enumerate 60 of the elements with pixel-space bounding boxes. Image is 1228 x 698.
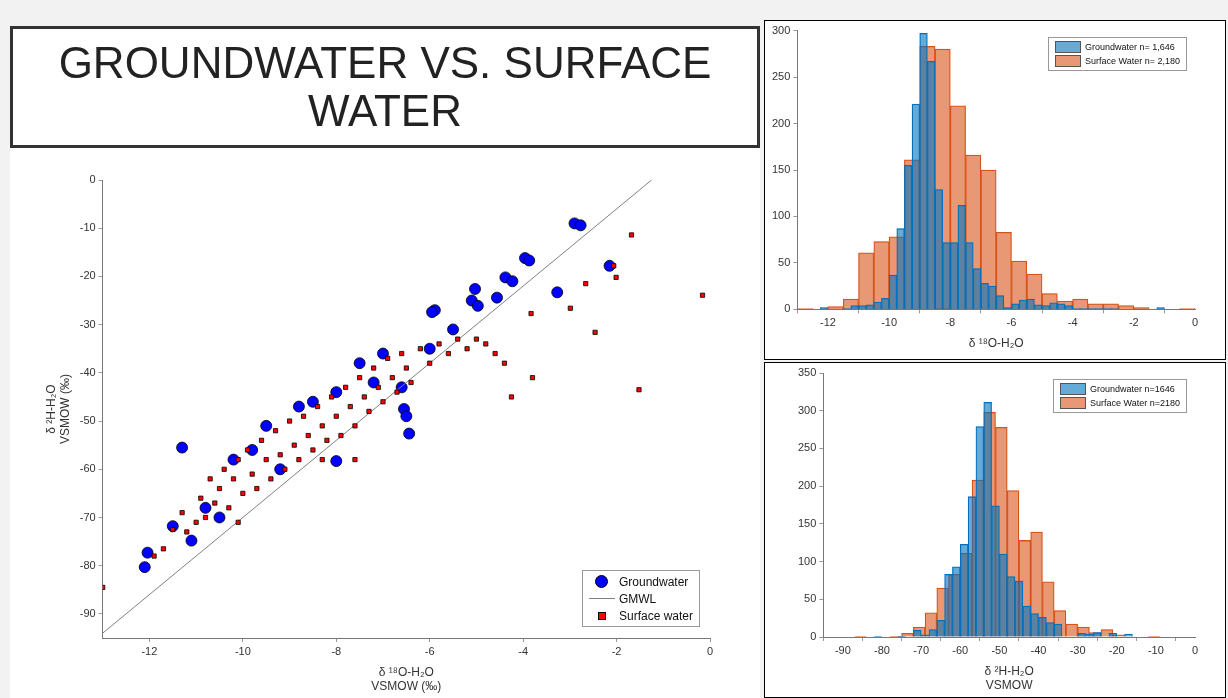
y-tick-label: -60 (79, 462, 96, 475)
legend-label: Groundwater n=1646 (1090, 384, 1175, 394)
x-tick-label: -60 (952, 643, 969, 656)
y-tick-label: -80 (79, 558, 96, 571)
legend-label: Surface water (618, 608, 693, 623)
x-tick-label: -4 (1067, 316, 1078, 329)
y-tick-label: 100 (797, 554, 817, 567)
x-tick-label: -90 (834, 643, 851, 656)
x-tick-label: -4 (518, 644, 529, 657)
y-tick-label: 100 (771, 209, 791, 222)
y-tick-label: -50 (79, 414, 96, 427)
y-tick-label: 350 (797, 366, 817, 379)
x-tick-label: -10 (1147, 643, 1164, 656)
x-tick-label: -2 (1128, 316, 1139, 329)
y-tick-label: -70 (79, 510, 96, 523)
x-tick-label: 0 (1191, 643, 1199, 656)
y-tick-label: 200 (797, 479, 817, 492)
y-tick-label: 150 (797, 516, 817, 529)
x-tick-label: -10 (881, 316, 898, 329)
x-tick-label: -6 (1006, 316, 1017, 329)
legend-label: Surface Water n= 2,180 (1085, 55, 1180, 66)
x-tick-label: -12 (141, 644, 158, 657)
y-tick-label: -40 (79, 365, 96, 378)
x-tick-label: -12 (819, 316, 836, 329)
y-tick-label: -20 (79, 269, 96, 282)
x-tick-label: 0 (1191, 316, 1199, 329)
x-tick-label: -8 (945, 316, 956, 329)
y-tick-label: 250 (771, 70, 791, 83)
x-tick-label: -70 (913, 643, 930, 656)
chart-title: GROUNDWATER VS. SURFACE WATER (10, 26, 760, 148)
y-tick-label: 50 (778, 255, 791, 268)
legend-label: Surface Water n=2180 (1090, 398, 1180, 408)
y-tick-label: 300 (771, 23, 791, 36)
y-tick-label: 200 (771, 116, 791, 129)
x-axis-title: δ ¹⁸O-H₂O (968, 336, 1024, 351)
x-tick-label: -80 (874, 643, 890, 656)
y-tick-label: 0 (784, 302, 791, 315)
x-tick-label: -8 (331, 644, 342, 657)
legend-label: Groundwater n= 1,646 (1085, 41, 1175, 52)
y-tick-label: 0 (810, 630, 817, 643)
y-tick-label: 300 (797, 403, 817, 416)
y-tick-label: 250 (797, 441, 817, 454)
x-tick-label: 0 (706, 644, 714, 657)
x-axis-title: δ ²H-H₂O VSMOW (984, 663, 1034, 693)
legend-label: GMWL (618, 591, 657, 606)
x-tick-label: -6 (424, 644, 435, 657)
x-tick-label: -2 (611, 644, 622, 657)
y-tick-label: -90 (79, 606, 96, 619)
x-tick-label: -50 (991, 643, 1008, 656)
x-tick-label: -40 (1030, 643, 1047, 656)
y-tick-label: 50 (804, 592, 817, 605)
y-axis-title: δ ²H-H₂O VSMOW (‰) (43, 374, 72, 444)
x-tick-label: -10 (234, 644, 251, 657)
y-tick-label: 0 (89, 173, 96, 186)
x-tick-label: -20 (1108, 643, 1125, 656)
x-axis-title: δ ¹⁸O-H₂O VSMOW (‰) (371, 664, 442, 694)
x-tick-label: -30 (1069, 643, 1086, 656)
legend-label: Groundwater (618, 574, 689, 589)
y-tick-label: 150 (771, 163, 791, 176)
y-tick-label: -10 (79, 221, 96, 234)
